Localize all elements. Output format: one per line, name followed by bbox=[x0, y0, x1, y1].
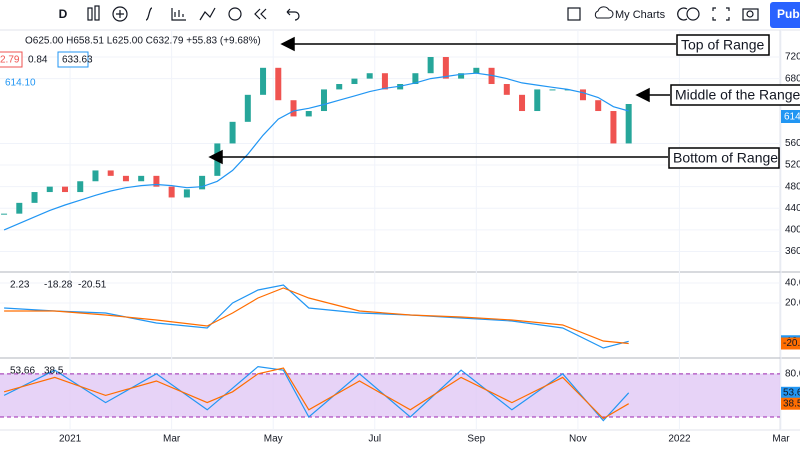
y-tick-label: 480 bbox=[785, 181, 800, 192]
annotations bbox=[208, 34, 800, 169]
toolbar-icons[interactable] bbox=[87, 5, 759, 22]
y-tick-label: 720 bbox=[785, 52, 800, 63]
series-line bbox=[3, 72, 629, 231]
candle bbox=[1, 213, 8, 215]
candle bbox=[229, 121, 236, 144]
candle bbox=[244, 94, 251, 122]
candle bbox=[107, 170, 114, 176]
publish-button[interactable] bbox=[770, 2, 800, 28]
indicator-legend: -18.28 bbox=[44, 280, 73, 291]
value-badge-label: -20.51 bbox=[783, 338, 800, 349]
legend-box bbox=[57, 51, 89, 68]
y-tick-label: 80.00 bbox=[785, 368, 800, 379]
candle bbox=[351, 78, 358, 85]
annotation: Bottom of Range bbox=[673, 150, 778, 166]
candle bbox=[625, 104, 632, 144]
candle bbox=[199, 175, 206, 190]
candle bbox=[77, 181, 84, 193]
indicator-legend: 2.23 bbox=[10, 280, 30, 291]
candle bbox=[412, 73, 419, 85]
y-tick-label: 520 bbox=[785, 160, 800, 171]
y-tick-label: 40.00 bbox=[785, 278, 800, 289]
x-tick-label: May bbox=[264, 434, 283, 445]
cloud-icon[interactable] bbox=[594, 6, 614, 19]
annotation: Middle of the Range bbox=[675, 87, 800, 103]
value-badge-label: 53.66 bbox=[783, 387, 800, 398]
y-tick-label: 360 bbox=[785, 246, 800, 257]
candle bbox=[305, 111, 312, 117]
x-tick-label: Mar bbox=[772, 434, 790, 445]
candle bbox=[31, 192, 38, 203]
candle bbox=[290, 100, 297, 117]
x-tick-label: Nov bbox=[569, 434, 587, 445]
candle bbox=[62, 186, 68, 193]
candle bbox=[503, 84, 510, 95]
candle bbox=[381, 73, 388, 90]
value-badge bbox=[781, 337, 800, 350]
value-badge bbox=[781, 386, 800, 399]
x-tick-label: Mar bbox=[163, 434, 181, 445]
indicator-legend: -20.51 bbox=[78, 280, 107, 291]
legend-value: 2.79 bbox=[0, 55, 20, 66]
layout-name[interactable]: My Charts bbox=[615, 9, 666, 21]
legend-value: 633.63 bbox=[62, 55, 93, 66]
candle bbox=[16, 202, 23, 214]
indicator-legend: 53.66 bbox=[10, 366, 35, 377]
x-tick-label: Sep bbox=[467, 434, 485, 445]
candle bbox=[519, 94, 526, 112]
legend-value: 0.84 bbox=[28, 55, 48, 66]
x-tick-label: 2021 bbox=[59, 434, 82, 445]
candle bbox=[168, 186, 175, 198]
legend-box bbox=[0, 51, 23, 68]
x-tick-label: 2022 bbox=[668, 434, 691, 445]
candle bbox=[473, 67, 480, 74]
x-tick-label: Jul bbox=[368, 434, 381, 445]
series-line bbox=[3, 367, 630, 420]
candle bbox=[260, 67, 267, 95]
candle bbox=[183, 189, 190, 198]
candle bbox=[92, 170, 99, 182]
candle bbox=[579, 89, 586, 101]
candle bbox=[442, 57, 449, 79]
candle bbox=[153, 175, 160, 187]
candle bbox=[46, 186, 53, 193]
y-tick-label: 560 bbox=[785, 138, 800, 149]
candle bbox=[336, 84, 343, 90]
series-line bbox=[4, 287, 629, 345]
candle bbox=[549, 89, 556, 91]
y-tick-label: 440 bbox=[785, 203, 800, 214]
candle bbox=[458, 73, 465, 79]
y-tick-label: 20.00 bbox=[785, 298, 800, 309]
band bbox=[0, 373, 780, 418]
indicator-legend: 38.5 bbox=[44, 366, 64, 377]
ma-badge bbox=[781, 110, 800, 123]
candle bbox=[427, 57, 434, 74]
candle bbox=[610, 111, 617, 144]
value-badge-label: 38.5 bbox=[783, 398, 800, 409]
value-badge bbox=[781, 397, 800, 410]
plot-area: 2021 Mar May Jul Sep Nov 2022 Mar 720 680 560 520 48… bbox=[0, 30, 800, 445]
y-tick-label: 680 bbox=[785, 73, 800, 84]
series-line bbox=[4, 284, 629, 349]
ma-badge-label: 614.10 bbox=[784, 112, 800, 123]
candle bbox=[595, 100, 602, 112]
candle bbox=[275, 67, 282, 101]
interval[interactable]: D bbox=[59, 7, 68, 21]
y-tick-label: 400 bbox=[785, 225, 800, 236]
toolbar bbox=[0, 0, 800, 30]
candle bbox=[320, 89, 327, 112]
ohlc-legend: O625.00 H658.51 L625.00 C632.79 +55.83 (… bbox=[25, 36, 261, 47]
publish-label[interactable]: Publi bbox=[777, 7, 800, 21]
ma-legend: 614.10 bbox=[5, 78, 36, 89]
candle bbox=[138, 175, 145, 182]
candle bbox=[534, 89, 541, 112]
candle bbox=[366, 73, 373, 79]
annotation: Top of Range bbox=[681, 37, 764, 53]
candle bbox=[122, 175, 129, 182]
